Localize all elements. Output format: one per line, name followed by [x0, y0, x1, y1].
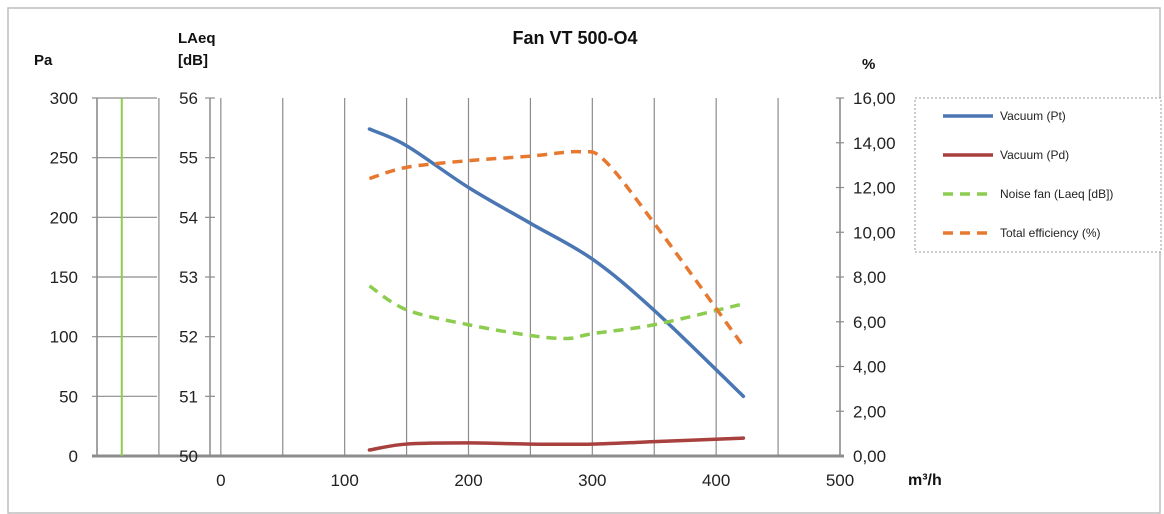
laeq-tick-label: 51 — [179, 387, 198, 406]
pa-tick-label: 200 — [50, 208, 78, 227]
laeq-axis-title-line2: [dB] — [178, 52, 208, 69]
laeq-axis-title-line1: LAeq — [178, 30, 216, 47]
percent-tick-label: 8,00 — [853, 268, 886, 287]
pa-tick-label: 100 — [50, 328, 78, 347]
legend-box — [914, 97, 1162, 253]
pa-tick-label: 300 — [50, 89, 78, 108]
series-lines — [367, 127, 746, 452]
x-tick-label: 100 — [330, 471, 358, 490]
percent-tick-label: 10,00 — [853, 223, 896, 242]
laeq-tick-label: 55 — [179, 149, 198, 168]
percent-tick-label: 12,00 — [853, 179, 896, 198]
chart-title: Fan VT 500-O4 — [512, 28, 637, 48]
pa-tick-label: 250 — [50, 149, 78, 168]
x-tick-label: 400 — [702, 471, 730, 490]
tick-labels: 0 50 100 150 200 250 300 50 51 52 53 54 55 56 0,00 2,00… — [50, 89, 896, 490]
x-tick-label: 200 — [454, 471, 482, 490]
legend-items: Vacuum (Pt) Vacuum (Pd) Noise fan (Laeq [d… — [943, 109, 1113, 240]
percent-tick-label: 16,00 — [853, 89, 896, 108]
laeq-tick-label: 53 — [179, 268, 198, 287]
x-axis-unit-label: m³/h — [908, 472, 942, 489]
legend-label: Vacuum (Pt) — [1000, 109, 1066, 123]
pa-axis-title: Pa — [34, 52, 53, 69]
laeq-tick-label: 54 — [179, 208, 198, 227]
x-tick-label: 300 — [578, 471, 606, 490]
percent-tick-label: 0,00 — [853, 447, 886, 466]
series-line-2 — [368, 284, 744, 341]
percent-tick-label: 14,00 — [853, 134, 896, 153]
chart-frame — [7, 7, 1161, 514]
percent-tick-label: 4,00 — [853, 358, 886, 377]
laeq-tick-label: 56 — [179, 89, 198, 108]
series-line-1 — [367, 436, 746, 452]
x-tick-label: 0 — [216, 471, 225, 490]
pa-tick-label: 150 — [50, 268, 78, 287]
legend-label: Noise fan (Laeq [dB]) — [1000, 187, 1113, 201]
percent-tick-label: 2,00 — [853, 402, 886, 421]
laeq-tick-label: 50 — [179, 447, 198, 466]
pa-tick-label: 0 — [69, 447, 78, 466]
legend-label: Total efficiency (%) — [1000, 226, 1100, 240]
legend-label: Vacuum (Pd) — [1000, 148, 1069, 162]
pa-tick-label: 50 — [59, 387, 78, 406]
x-tick-label: 500 — [826, 471, 854, 490]
percent-tick-label: 6,00 — [853, 313, 886, 332]
percent-axis-title: % — [862, 56, 875, 73]
laeq-tick-label: 52 — [179, 328, 198, 347]
legend: Vacuum (Pt) Vacuum (Pd) Noise fan (Laeq [d… — [914, 97, 1162, 253]
series-line-3 — [368, 149, 745, 348]
gridlines — [92, 97, 844, 458]
